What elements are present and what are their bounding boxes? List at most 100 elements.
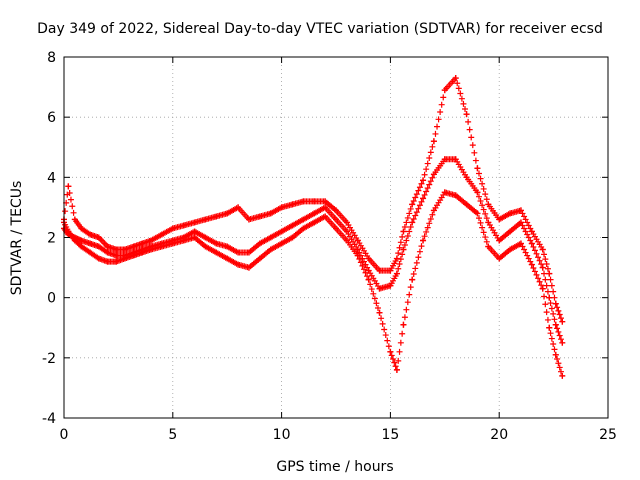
y-tick-label: -4 [42, 411, 56, 427]
data-point [463, 111, 470, 118]
data-point [376, 309, 383, 316]
data-point [528, 240, 535, 247]
x-tick-label: 15 [381, 427, 399, 443]
data-point [333, 225, 339, 232]
x-tick-label: 20 [490, 427, 508, 443]
data-point [121, 246, 128, 253]
data-point [430, 171, 437, 178]
data-point [311, 219, 318, 226]
data-point [485, 219, 492, 226]
grid-lines [64, 57, 608, 418]
data-point [507, 246, 514, 253]
data-point [245, 264, 252, 271]
data-point [420, 195, 427, 202]
axis-ticks: 0 5 10 15 20 25 -4 -2 0 2 4 6 8 [42, 50, 617, 443]
data-point [235, 249, 242, 256]
data-point [474, 165, 481, 172]
data-point [158, 240, 165, 247]
chart-title: Day 349 of 2022, Sidereal Day-to-day VTE… [37, 21, 603, 37]
data-point [95, 255, 102, 262]
data-points [61, 75, 566, 379]
data-point [496, 216, 503, 223]
data-point [430, 138, 437, 145]
data-point [559, 372, 566, 379]
data-point [300, 216, 307, 223]
data-point [148, 243, 155, 250]
data-point [202, 243, 209, 250]
data-point [452, 156, 459, 163]
y-tick-label: 2 [47, 231, 56, 247]
data-point [354, 237, 361, 244]
data-point [559, 318, 566, 325]
data-point [539, 246, 546, 253]
data-point [113, 258, 120, 265]
data-point [546, 270, 553, 277]
data-point [559, 339, 566, 346]
data-point [169, 225, 176, 232]
data-point [552, 300, 559, 307]
data-point [256, 240, 263, 247]
data-point [256, 255, 263, 262]
data-point [365, 255, 372, 262]
data-point [409, 219, 416, 226]
series-band-mid [61, 156, 566, 346]
data-point [322, 198, 329, 205]
x-tick-label: 25 [599, 427, 617, 443]
data-point [191, 219, 198, 226]
scatter-markers [61, 75, 564, 322]
data-point [311, 198, 318, 205]
data-point [158, 231, 165, 238]
x-tick-label: 0 [60, 427, 69, 443]
data-point [95, 234, 102, 241]
data-point [343, 219, 350, 226]
y-axis-label: SDTVAR / TECUs [9, 181, 25, 296]
data-point [496, 237, 503, 244]
data-point [393, 270, 400, 277]
data-point [289, 222, 296, 229]
data-point [441, 87, 448, 94]
data-point [517, 207, 524, 214]
data-point [393, 255, 400, 262]
data-point [539, 264, 546, 271]
data-point [224, 255, 231, 262]
data-point [113, 252, 120, 259]
data-point [180, 234, 187, 241]
data-point [322, 213, 329, 220]
data-point [552, 321, 559, 328]
data-point [139, 246, 146, 253]
data-point [463, 174, 470, 181]
data-point [256, 213, 263, 220]
data-point [485, 201, 492, 208]
data-point [300, 225, 307, 232]
data-point [191, 234, 198, 241]
data-point [343, 228, 350, 235]
data-point [463, 201, 470, 208]
data-point [202, 234, 209, 241]
series-band-high [61, 75, 566, 325]
data-point [289, 201, 296, 208]
data-point [224, 243, 231, 250]
data-point [113, 246, 120, 253]
data-point [245, 216, 252, 223]
data-point [441, 189, 448, 196]
data-point [78, 243, 85, 250]
data-point [202, 216, 209, 223]
data-point [420, 177, 427, 184]
data-point [365, 276, 372, 283]
data-point [278, 240, 285, 247]
data-point [387, 348, 394, 355]
data-point [104, 243, 111, 250]
data-point [213, 249, 220, 256]
data-point [278, 228, 285, 235]
data-point [235, 261, 242, 268]
data-point [139, 240, 146, 247]
y-tick-label: 6 [47, 110, 56, 126]
data-point [517, 219, 524, 226]
data-point [267, 234, 274, 241]
x-tick-label: 5 [168, 427, 177, 443]
data-point [267, 210, 274, 217]
data-point [300, 198, 307, 205]
data-point [376, 285, 383, 292]
data-point [65, 231, 72, 238]
data-point [441, 156, 448, 163]
